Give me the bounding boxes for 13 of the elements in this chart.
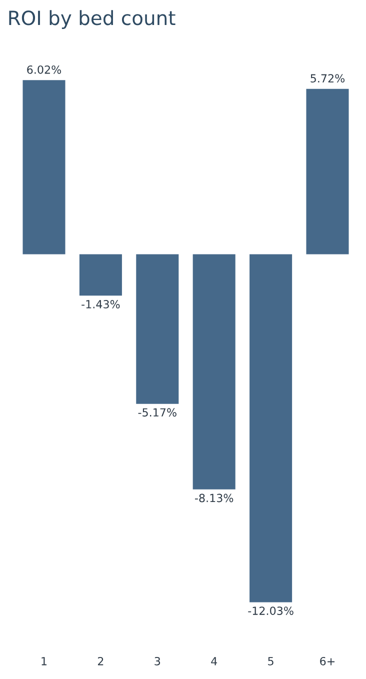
x-tick-label: 5 — [268, 657, 274, 666]
data-label: -12.03% — [248, 606, 294, 615]
x-tick-label: 6+ — [320, 656, 335, 666]
x-tick-label: 1 — [42, 657, 47, 666]
data-label: 6.02% — [27, 65, 62, 74]
x-tick-label: 2 — [98, 656, 104, 666]
data-label: -1.43% — [82, 300, 120, 308]
data-label: -8.13% — [194, 494, 234, 502]
chart-title: ROI by bed count — [9, 10, 176, 30]
data-label: 5.72% — [310, 74, 345, 83]
x-tick-label: 4 — [211, 657, 218, 666]
data-label: -5.17% — [138, 408, 176, 417]
x-tick-label: 3 — [154, 656, 160, 666]
